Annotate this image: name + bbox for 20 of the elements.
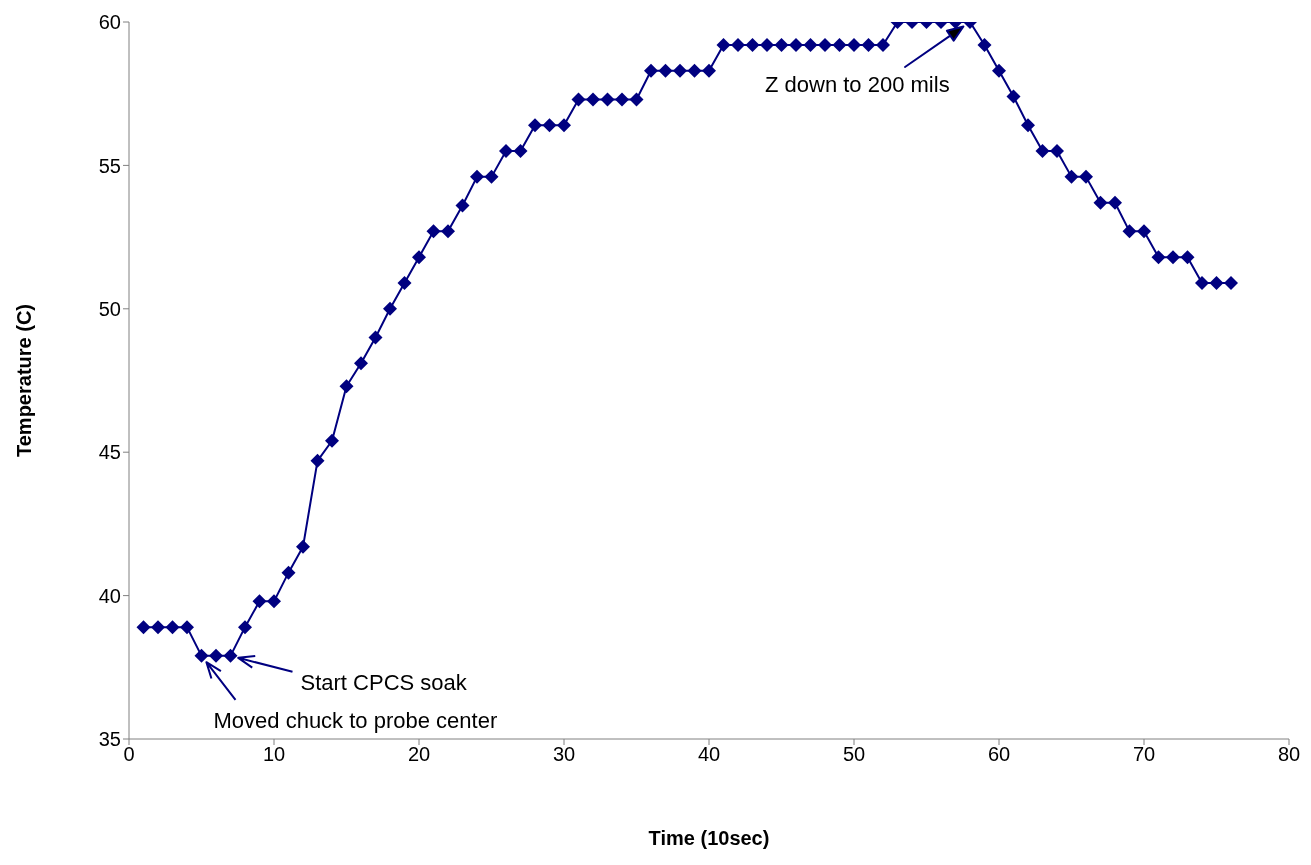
y-tick-label: 40 [98, 584, 121, 607]
y-tick-label: 55 [98, 154, 121, 177]
y-tick-label: 50 [98, 297, 121, 320]
y-tick-label: 35 [98, 728, 121, 751]
x-tick-label: 30 [552, 743, 576, 766]
y-tick-label: 45 [98, 441, 121, 464]
x-tick-label: 20 [407, 743, 431, 766]
x-tick-label: 80 [1277, 743, 1301, 766]
y-axis-title: Temperature (C) [13, 304, 36, 457]
annotation: Z down to 200 mils [765, 72, 950, 97]
annotation: Start CPCS soak [300, 669, 468, 695]
x-tick-label: 50 [842, 743, 866, 766]
x-tick-label: 40 [697, 743, 721, 766]
x-tick-label: 60 [987, 743, 1011, 766]
x-tick-label: 10 [262, 743, 286, 766]
y-tick-label: 60 [98, 11, 121, 34]
x-axis-title: Time (10sec) [648, 827, 770, 849]
annotation: Moved chuck to probe center [213, 707, 498, 733]
x-tick-label: 0 [123, 743, 135, 766]
x-tick-label: 70 [1132, 743, 1156, 766]
